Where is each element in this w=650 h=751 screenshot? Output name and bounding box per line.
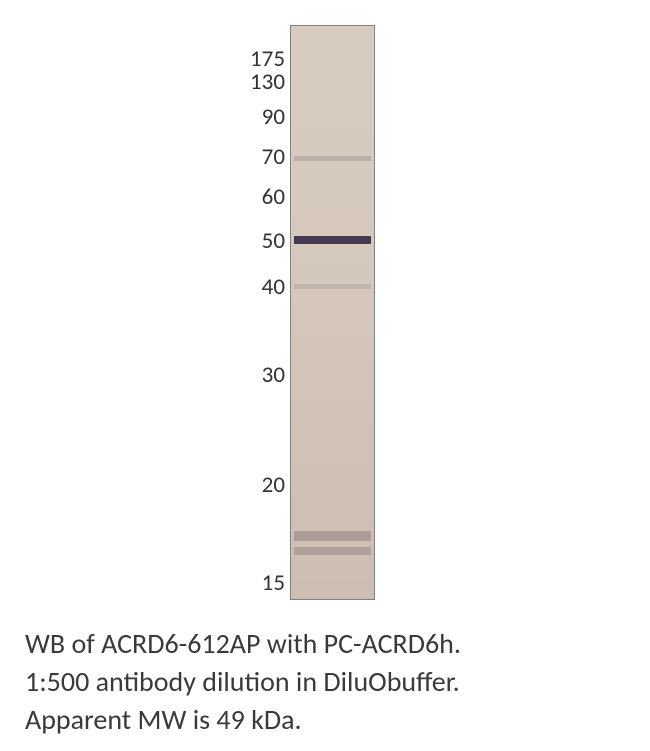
ladder-label: 70: [262, 143, 285, 171]
band-faint-low-1: [294, 531, 371, 541]
caption-line: WB of ACRD6-612AP with PC-ACRD6h.: [25, 625, 625, 663]
ladder-label: 60: [262, 183, 285, 211]
ladder-label: 50: [262, 227, 285, 255]
ladder-label: 130: [250, 68, 285, 96]
ladder-label: 30: [262, 361, 285, 389]
blot-lane: [290, 25, 375, 600]
ladder-label: 20: [262, 471, 285, 499]
band-faint-low-2: [294, 547, 371, 555]
lane-background: [291, 26, 374, 599]
figure-caption: WB of ACRD6-612AP with PC-ACRD6h.1:500 a…: [25, 625, 625, 738]
ladder-label: 40: [262, 273, 285, 301]
band-faint-70kDa: [294, 156, 371, 161]
western-blot-figure: 1751309070605040302015: [150, 25, 480, 600]
caption-line: Apparent MW is 49 kDa.: [25, 701, 625, 739]
band-main-band-50kDa: [294, 236, 371, 244]
caption-line: 1:500 antibody dilution in DiluObuffer.: [25, 663, 625, 701]
ladder-labels: 1751309070605040302015: [150, 25, 285, 600]
ladder-label: 90: [262, 103, 285, 131]
band-faint-40kDa: [294, 284, 371, 289]
ladder-label: 15: [262, 569, 285, 597]
